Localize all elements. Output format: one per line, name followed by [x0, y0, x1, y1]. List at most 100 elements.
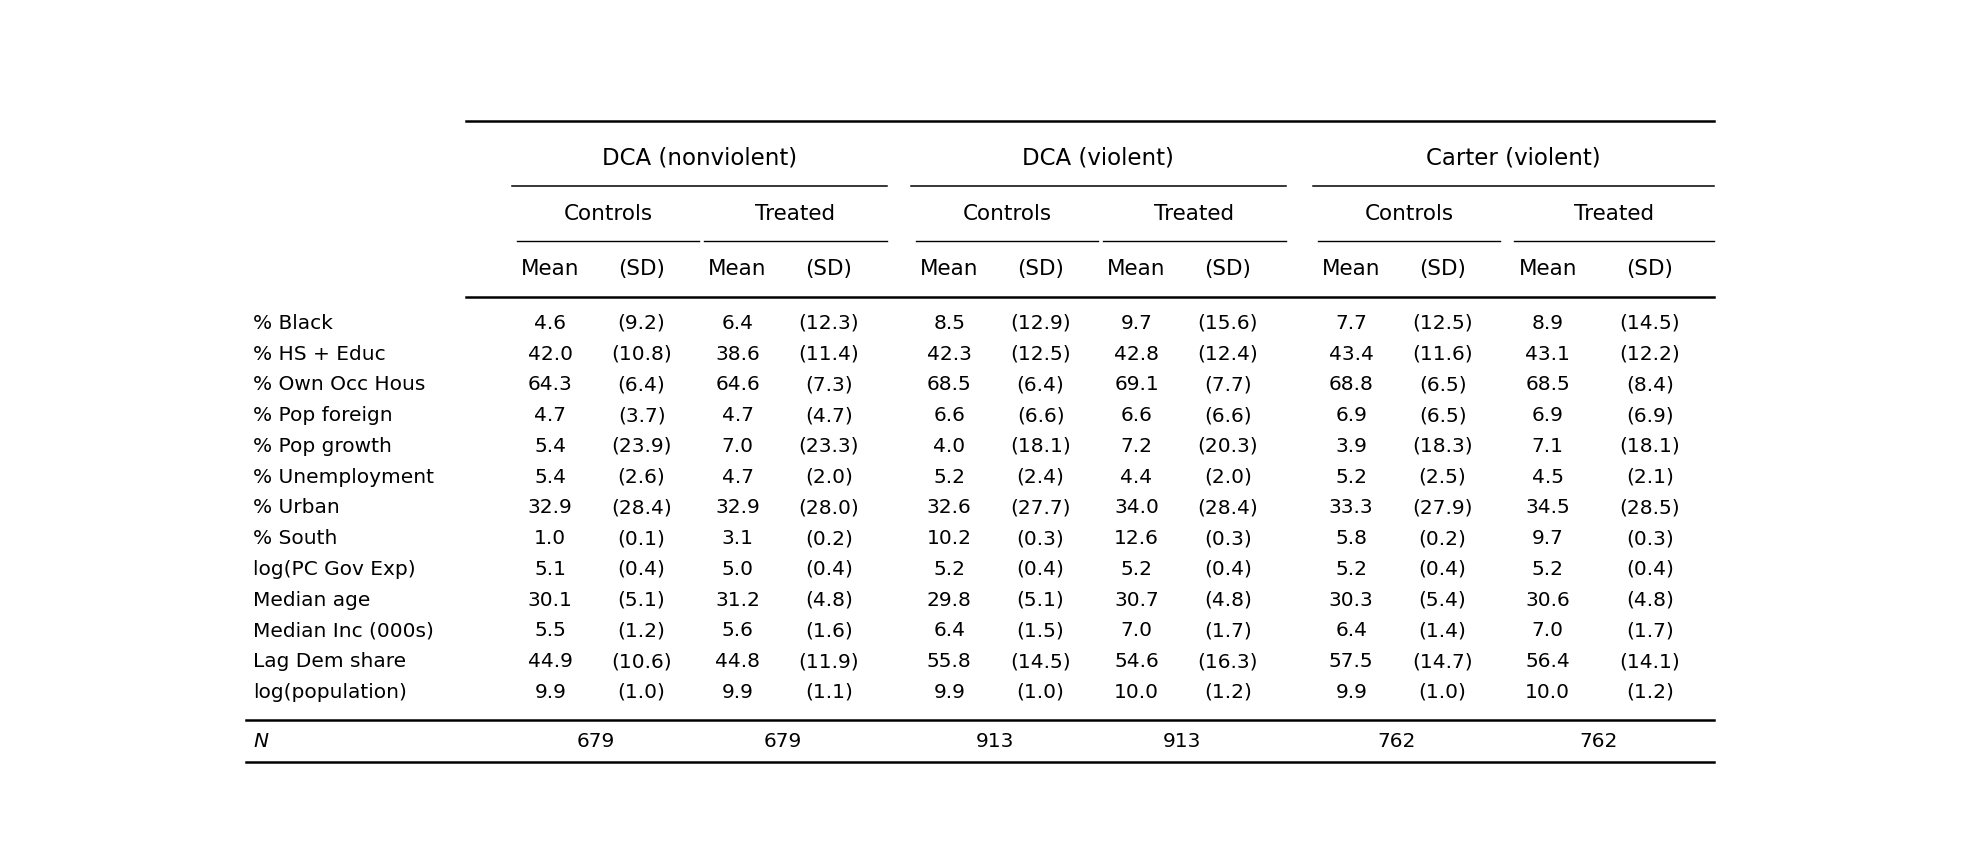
Text: 4.7: 4.7: [721, 406, 752, 425]
Text: 68.5: 68.5: [1524, 375, 1569, 394]
Text: 32.9: 32.9: [528, 498, 572, 517]
Text: (0.4): (0.4): [1418, 560, 1465, 579]
Text: (5.1): (5.1): [617, 590, 666, 609]
Text: 7.1: 7.1: [1530, 437, 1563, 456]
Text: 913: 913: [1163, 733, 1200, 752]
Text: (12.5): (12.5): [1412, 314, 1473, 333]
Text: (27.9): (27.9): [1412, 498, 1473, 517]
Text: Mean: Mean: [1322, 259, 1381, 279]
Text: (7.7): (7.7): [1204, 375, 1251, 394]
Text: (6.6): (6.6): [1204, 406, 1251, 425]
Text: 42.0: 42.0: [528, 345, 572, 364]
Text: 6.9: 6.9: [1532, 406, 1563, 425]
Text: 31.2: 31.2: [715, 590, 760, 609]
Text: log(population): log(population): [253, 683, 407, 702]
Text: (11.4): (11.4): [797, 345, 858, 364]
Text: (SD): (SD): [1017, 259, 1063, 279]
Text: 10.2: 10.2: [927, 529, 972, 548]
Text: (2.5): (2.5): [1418, 468, 1465, 487]
Text: (1.0): (1.0): [617, 683, 666, 702]
Text: 33.3: 33.3: [1328, 498, 1373, 517]
Text: (5.4): (5.4): [1418, 590, 1465, 609]
Text: (0.4): (0.4): [617, 560, 666, 579]
Text: (2.0): (2.0): [1204, 468, 1251, 487]
Text: Median age: Median age: [253, 590, 371, 609]
Text: (6.9): (6.9): [1624, 406, 1673, 425]
Text: 7.0: 7.0: [721, 437, 752, 456]
Text: 43.1: 43.1: [1524, 345, 1569, 364]
Text: 4.6: 4.6: [534, 314, 566, 333]
Text: 5.6: 5.6: [721, 621, 752, 641]
Text: (6.4): (6.4): [617, 375, 666, 394]
Text: (12.3): (12.3): [797, 314, 858, 333]
Text: Mean: Mean: [520, 259, 579, 279]
Text: (18.1): (18.1): [1009, 437, 1070, 456]
Text: log(PC Gov Exp): log(PC Gov Exp): [253, 560, 416, 579]
Text: (SD): (SD): [1204, 259, 1251, 279]
Text: % Urban: % Urban: [253, 498, 340, 517]
Text: 32.9: 32.9: [715, 498, 760, 517]
Text: 6.4: 6.4: [721, 314, 752, 333]
Text: (23.9): (23.9): [611, 437, 672, 456]
Text: 6.4: 6.4: [933, 621, 964, 641]
Text: 64.6: 64.6: [715, 375, 760, 394]
Text: 5.2: 5.2: [1530, 560, 1563, 579]
Text: (0.3): (0.3): [1015, 529, 1064, 548]
Text: 4.5: 4.5: [1530, 468, 1563, 487]
Text: 68.8: 68.8: [1328, 375, 1373, 394]
Text: (10.8): (10.8): [611, 345, 672, 364]
Text: 30.1: 30.1: [528, 590, 572, 609]
Text: 3.9: 3.9: [1336, 437, 1367, 456]
Text: 4.0: 4.0: [933, 437, 964, 456]
Text: (14.5): (14.5): [1009, 652, 1070, 671]
Text: (SD): (SD): [619, 259, 664, 279]
Text: (2.1): (2.1): [1624, 468, 1673, 487]
Text: (14.1): (14.1): [1618, 652, 1679, 671]
Text: (0.3): (0.3): [1624, 529, 1673, 548]
Text: Mean: Mean: [919, 259, 978, 279]
Text: 57.5: 57.5: [1328, 652, 1373, 671]
Text: (4.8): (4.8): [1204, 590, 1251, 609]
Text: 5.4: 5.4: [534, 468, 566, 487]
Text: 9.7: 9.7: [1119, 314, 1151, 333]
Text: Carter (violent): Carter (violent): [1426, 146, 1601, 169]
Text: 679: 679: [764, 733, 801, 752]
Text: 5.0: 5.0: [721, 560, 752, 579]
Text: 5.1: 5.1: [534, 560, 566, 579]
Text: 762: 762: [1377, 733, 1416, 752]
Text: 5.8: 5.8: [1336, 529, 1367, 548]
Text: 4.4: 4.4: [1119, 468, 1153, 487]
Text: % Pop foreign: % Pop foreign: [253, 406, 393, 425]
Text: (6.6): (6.6): [1015, 406, 1064, 425]
Text: (1.4): (1.4): [1418, 621, 1465, 641]
Text: (12.2): (12.2): [1618, 345, 1679, 364]
Text: 42.8: 42.8: [1114, 345, 1159, 364]
Text: (15.6): (15.6): [1196, 314, 1257, 333]
Text: 8.5: 8.5: [933, 314, 964, 333]
Text: (11.9): (11.9): [797, 652, 858, 671]
Text: (1.5): (1.5): [1015, 621, 1064, 641]
Text: % Unemployment: % Unemployment: [253, 468, 434, 487]
Text: (2.6): (2.6): [617, 468, 666, 487]
Text: 5.2: 5.2: [933, 560, 964, 579]
Text: (28.4): (28.4): [1196, 498, 1257, 517]
Text: Controls: Controls: [1363, 204, 1453, 224]
Text: (0.4): (0.4): [805, 560, 852, 579]
Text: (23.3): (23.3): [797, 437, 858, 456]
Text: 5.2: 5.2: [1119, 560, 1153, 579]
Text: 10.0: 10.0: [1114, 683, 1159, 702]
Text: (4.8): (4.8): [805, 590, 852, 609]
Text: 9.9: 9.9: [721, 683, 752, 702]
Text: 9.7: 9.7: [1532, 529, 1563, 548]
Text: % Pop growth: % Pop growth: [253, 437, 393, 456]
Text: 29.8: 29.8: [927, 590, 970, 609]
Text: N: N: [253, 733, 269, 752]
Text: (1.2): (1.2): [617, 621, 666, 641]
Text: (0.1): (0.1): [617, 529, 666, 548]
Text: 5.2: 5.2: [933, 468, 964, 487]
Text: (28.5): (28.5): [1618, 498, 1679, 517]
Text: 9.9: 9.9: [1336, 683, 1367, 702]
Text: % South: % South: [253, 529, 338, 548]
Text: (1.2): (1.2): [1204, 683, 1251, 702]
Text: (6.5): (6.5): [1418, 406, 1465, 425]
